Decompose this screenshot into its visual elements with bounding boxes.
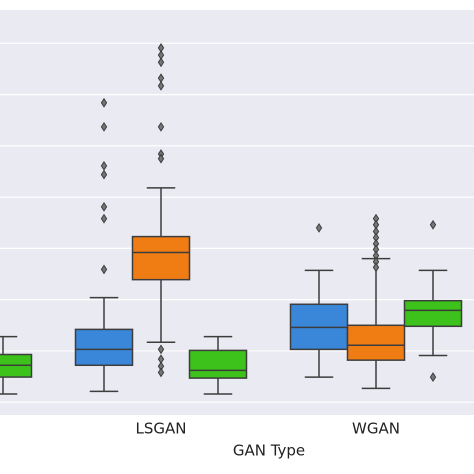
x-tick-label: LSGAN (136, 420, 187, 438)
outlier (429, 372, 437, 382)
outlier (100, 201, 108, 212)
outlier (100, 97, 108, 108)
outlier (157, 344, 165, 355)
box (346, 324, 406, 361)
outlier (315, 222, 323, 233)
outlier (100, 169, 108, 180)
box (74, 328, 134, 367)
x-axis-label: GAN Type (233, 442, 305, 460)
box (188, 349, 248, 379)
x-tick-label: WGAN (352, 420, 400, 438)
outlier (157, 80, 165, 91)
outlier (100, 121, 108, 132)
box (131, 235, 191, 281)
outlier (157, 153, 165, 164)
outlier (157, 57, 165, 68)
box (403, 299, 463, 328)
outlier (100, 213, 108, 224)
outlier (100, 264, 108, 275)
outlier (157, 121, 165, 132)
outlier (429, 219, 437, 230)
outlier (372, 262, 380, 273)
outlier (157, 367, 165, 378)
